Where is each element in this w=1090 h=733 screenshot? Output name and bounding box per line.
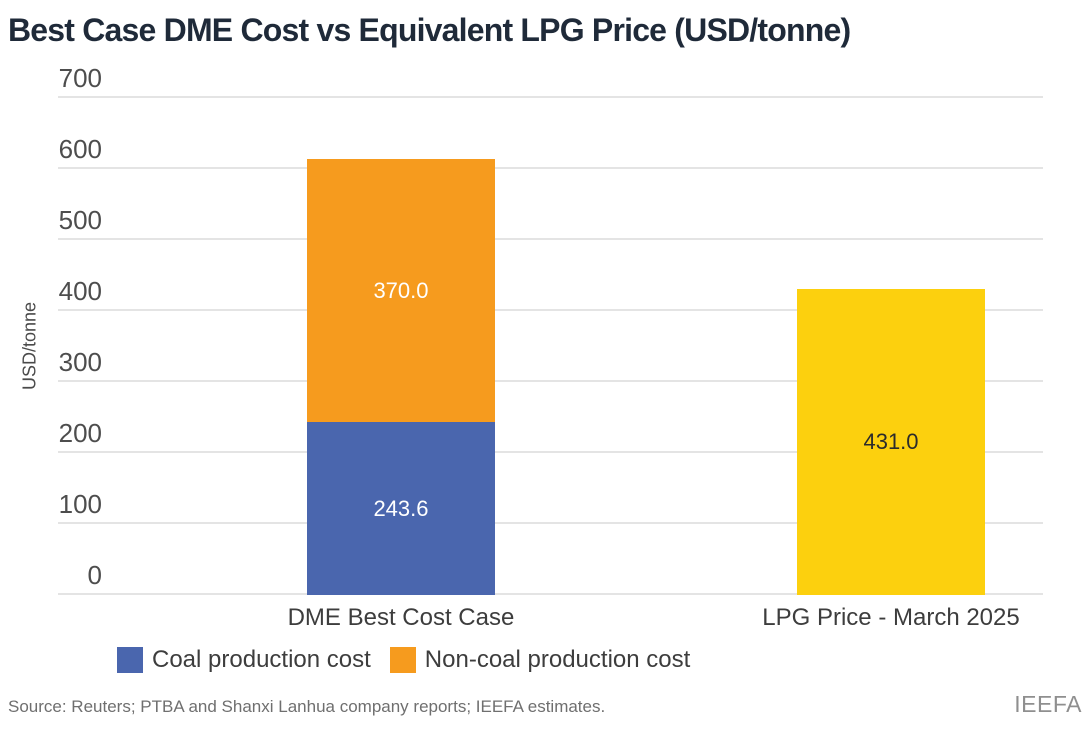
gridline-y-200: 200 [58,420,1043,453]
plot-area: 0 100 200 300 400 500 600 700 243.6 370.0 431.0 [58,65,1043,595]
y-tick-label: 300 [58,347,102,377]
y-axis-title: USD/tonne [19,301,40,391]
segment-value-label: 243.6 [373,495,429,521]
x-axis-labels: DME Best Cost Case LPG Price - March 2025 [58,604,1043,635]
y-tick-label: 0 [87,560,102,590]
source-note: Source: Reuters; PTBA and Shanxi Lanhua … [8,697,606,716]
gridline-y-600: 600 [58,136,1043,169]
x-category-label-2: LPG Price - March 2025 [762,604,1020,631]
bar-1: 243.6 370.0 [306,159,495,595]
legend-label: Non-coal production cost [424,646,691,673]
segment-value-label: 431.0 [863,429,919,454]
legend-swatch-icon [117,647,143,673]
bar-segment: 431.0 [796,289,986,595]
y-tick-label: 600 [58,134,102,164]
legend-item: Coal production cost [117,646,371,674]
gridline-y-400: 400 [58,278,1043,311]
x-category-label-1: DME Best Cost Case [287,604,515,631]
y-tick-label: 500 [58,205,102,235]
bar-2: 431.0 [796,289,986,595]
gridline-y-700: 700 [58,65,1043,98]
y-tick-label: 100 [58,489,102,519]
bar-segment: 243.6 [306,422,495,595]
ieefa-logo: IEEFA [1014,691,1082,717]
gridline-y-100: 100 [58,491,1043,524]
segment-value-label: 370.0 [373,277,429,303]
gridline-y-500: 500 [58,207,1043,240]
legend-swatch-icon [389,647,416,673]
gridline-y-300: 300 [58,349,1043,382]
y-tick-label: 200 [58,418,102,448]
bar-segment: 370.0 [306,159,495,423]
legend: Coal production cost Non-coal production … [117,646,690,674]
chart-title: Best Case DME Cost vs Equivalent LPG Pri… [8,12,851,48]
legend-item: Non-coal production cost [389,646,691,674]
y-tick-label: 700 [58,63,102,93]
y-tick-label: 400 [58,276,102,306]
legend-label: Coal production cost [152,646,371,673]
gridline-y-0: 0 [58,562,1043,595]
